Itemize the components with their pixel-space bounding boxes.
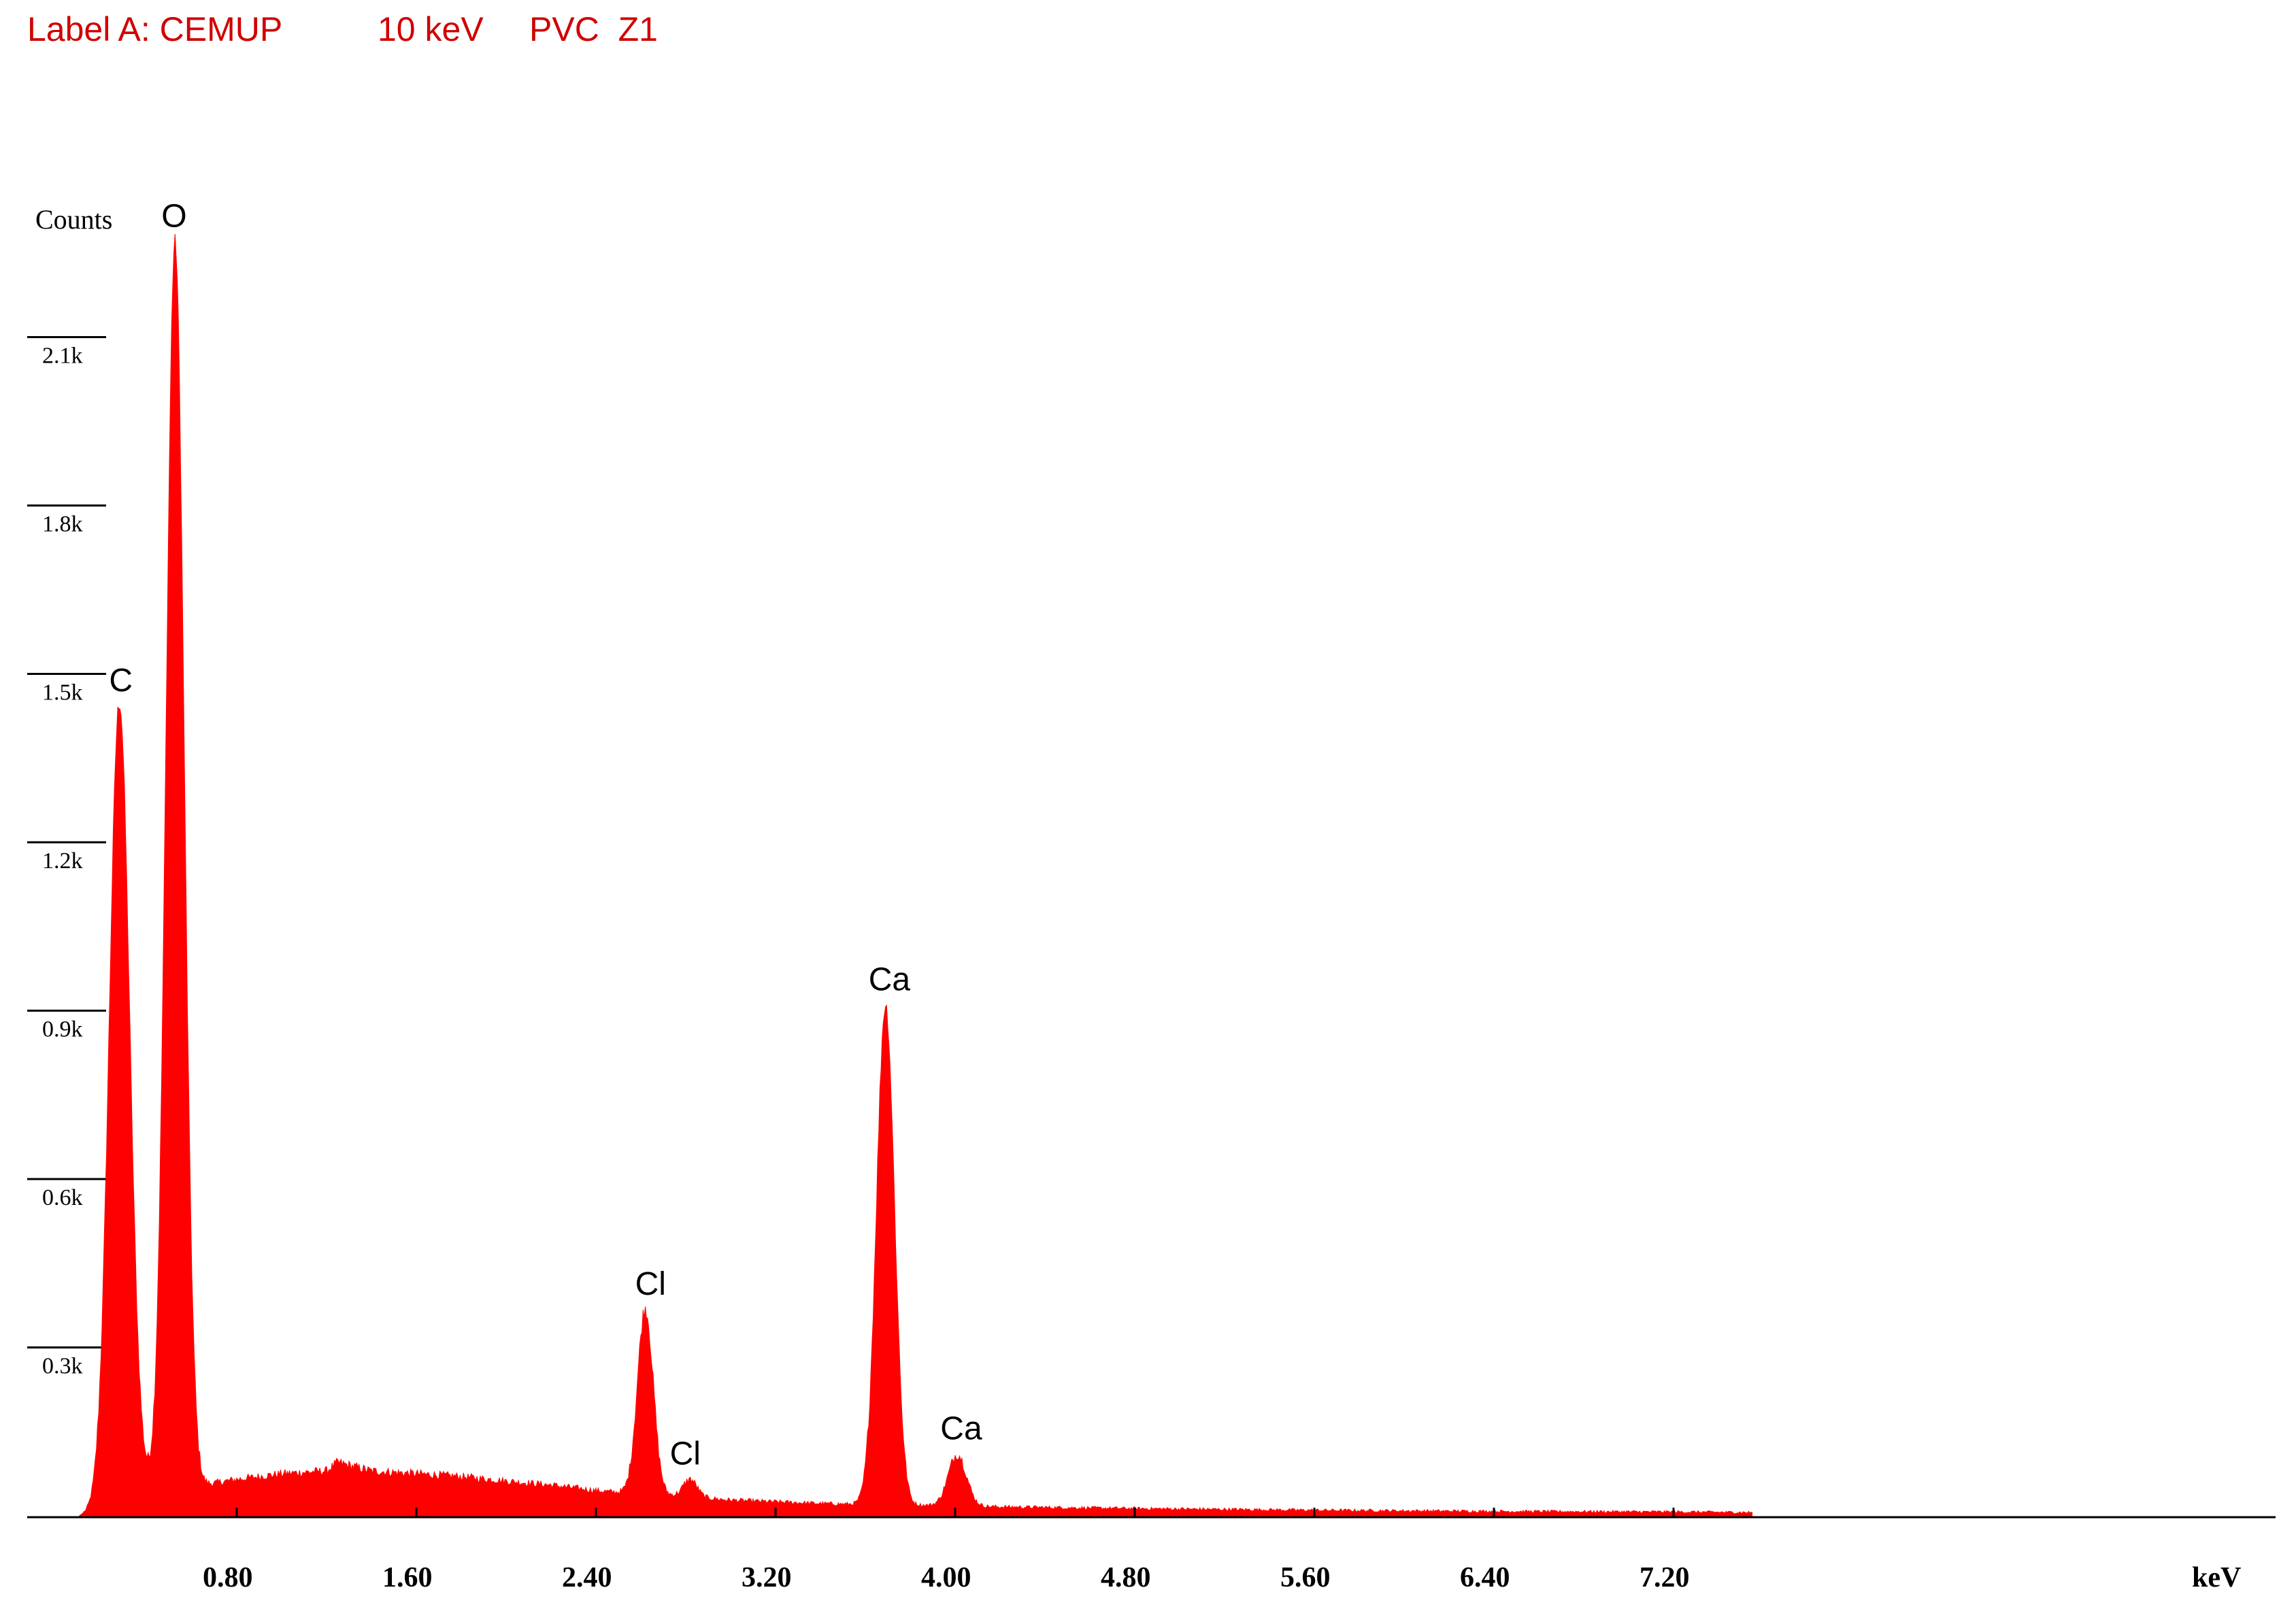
y-tick-label: 0.6k <box>42 1185 83 1210</box>
peak-label-ca: Ca <box>869 961 911 997</box>
peak-label-c: C <box>109 663 133 699</box>
x-tick-label: 2.40 <box>562 1562 612 1593</box>
y-tick-label: 1.2k <box>42 848 83 874</box>
spectrum-area <box>79 233 1752 1517</box>
y-ticks: 0.3k 0.6k 0.9k 1.2k 1.5k 1.8k 2.1k <box>27 336 106 1379</box>
x-tick-label: 6.40 <box>1460 1562 1510 1593</box>
peak-label-ca: Ca <box>940 1410 982 1446</box>
peak-labels: C O Cl Cl Ca Ca <box>109 198 982 1472</box>
x-tick-label: 0.80 <box>203 1562 253 1593</box>
y-tick-label: 1.5k <box>42 680 83 706</box>
x-tick-label: 7.20 <box>1640 1562 1690 1593</box>
x-axis-label: keV <box>2192 1562 2241 1593</box>
x-tick-label: 4.00 <box>921 1562 971 1593</box>
x-tick-label: 5.60 <box>1280 1562 1331 1593</box>
y-tick-label: 2.1k <box>42 344 83 369</box>
peak-label-o: O <box>161 198 186 234</box>
x-tick-label: 1.60 <box>382 1562 433 1593</box>
peak-label-cl: Cl <box>635 1266 666 1302</box>
header-label: Label A: CEMUP <box>27 10 282 48</box>
header-energy: 10 keV <box>378 10 484 48</box>
header: Label A: CEMUP 10 keV PVC Z1 <box>27 10 658 48</box>
peak-label-cl: Cl <box>670 1436 701 1472</box>
x-tick-label: 4.80 <box>1101 1562 1151 1593</box>
x-ticks: 0.80 1.60 2.40 3.20 4.00 4.80 5.60 6.40 7.20 <box>203 1508 1690 1593</box>
y-tick-label: 0.9k <box>42 1017 83 1042</box>
y-axis-label: Counts <box>35 204 112 235</box>
x-tick-label: 3.20 <box>742 1562 792 1593</box>
y-tick-label: 0.3k <box>42 1354 83 1379</box>
y-tick-label: 1.8k <box>42 512 83 537</box>
header-sample: PVC Z1 <box>529 10 658 48</box>
